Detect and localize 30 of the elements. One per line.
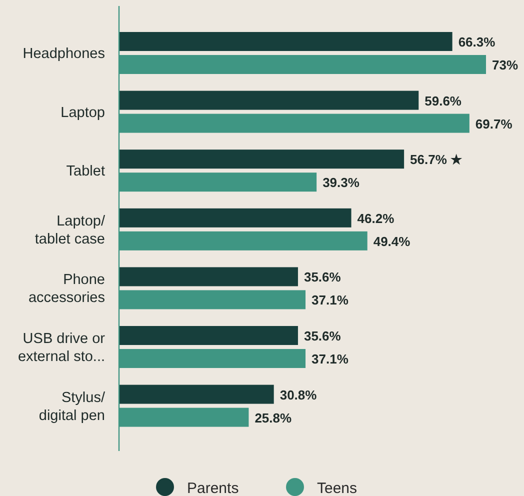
data-label: 69.7% [475,116,513,132]
bar [119,90,419,110]
bar [119,150,404,169]
data-label: 56.7% ★ [410,152,463,168]
data-label: 59.6% [424,93,462,108]
data-label: 25.8% [254,410,292,426]
legend-label: Teens [317,480,358,496]
y-tick-label: Tablet [66,164,105,180]
data-label: 30.8% [280,387,318,402]
bar [119,384,274,404]
data-label: 37.1% [312,292,349,308]
data-label: 35.6% [304,270,342,285]
bar [119,267,298,286]
legend-label: Parents [187,480,239,496]
data-label: 66.3% [458,34,496,50]
y-tick-label: Laptop/ tablet case [34,213,106,248]
data-label: 73% [492,58,518,72]
bar [119,32,452,51]
y-tick-label: Headphones [22,46,105,62]
data-label: 39.3% [322,175,360,190]
data-label: 49.4% [373,234,411,249]
data-label: 46.2% [357,210,395,226]
y-tick-label: USB drive or external sto... [18,331,106,365]
y-tick-label: Stylus/ digital pen [38,390,106,424]
y-tick-label: Phone accessories [28,272,105,306]
data-label: 37.1% [312,352,349,366]
bar [119,326,298,345]
data-label: 35.6% [304,328,342,344]
y-tick-label: Laptop [60,104,105,121]
bar [119,208,352,228]
